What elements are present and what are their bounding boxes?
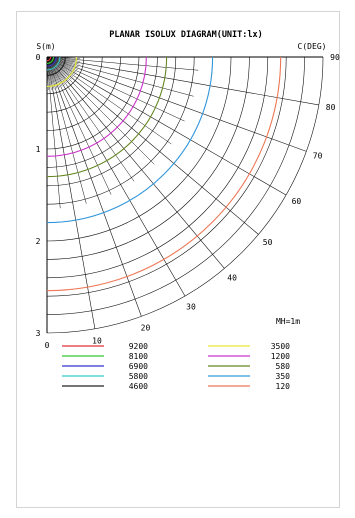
grid-arc xyxy=(46,56,305,315)
angle-axis-label: C(DEG) xyxy=(298,42,327,51)
grid-spoke-fine xyxy=(46,56,199,71)
grid-arc xyxy=(46,56,250,260)
isolux-curve-6900 xyxy=(46,56,57,67)
grid-spoke xyxy=(46,56,307,152)
grid-spoke xyxy=(46,56,287,196)
isolux-curve-1200 xyxy=(46,56,147,157)
grid-arc xyxy=(46,56,324,334)
grid-spoke xyxy=(46,56,319,106)
angle-tick-label: 70 xyxy=(313,152,323,161)
grid-spoke-fine xyxy=(46,56,135,182)
grid-spoke-finest xyxy=(46,56,63,87)
grid-spoke xyxy=(46,56,96,329)
grid-spoke-finest xyxy=(46,56,72,80)
distance-axis-label: S(m) xyxy=(36,42,55,51)
legend-label-6900: 6900 xyxy=(129,362,148,371)
grid-spoke xyxy=(46,56,142,317)
grid-spoke-fine xyxy=(46,56,194,97)
polar-grid xyxy=(46,56,324,334)
grid-spoke-finest xyxy=(46,56,76,75)
grid-spoke-finest xyxy=(46,56,77,73)
grid-spoke-finest xyxy=(46,56,55,90)
distance-tick-label: 0 xyxy=(36,53,41,62)
distance-tick-label: 3 xyxy=(36,329,41,338)
grid-spoke-finest xyxy=(46,56,80,65)
grid-spoke-finest xyxy=(46,56,74,78)
grid-spoke-finest xyxy=(46,56,58,89)
isolux-curve-3500 xyxy=(46,56,77,87)
isolux-curve-9200 xyxy=(46,56,52,62)
angle-tick-label: 20 xyxy=(141,324,151,333)
chart-title: PLANAR ISOLUX DIAGRAM(UNIT:lx) xyxy=(109,30,263,40)
legend-label-580: 580 xyxy=(276,362,291,371)
angle-tick-label: 10 xyxy=(92,337,102,346)
legend-label-350: 350 xyxy=(276,372,291,381)
grid-spoke-fine xyxy=(46,56,155,165)
grid-spoke-finest xyxy=(46,56,78,70)
legend-label-120: 120 xyxy=(276,382,291,391)
grid-arc xyxy=(46,56,287,297)
grid-spoke-finest xyxy=(46,56,68,84)
grid-spoke-finest xyxy=(46,56,79,68)
angle-tick-label: 80 xyxy=(326,103,336,112)
distance-tick-label: 1 xyxy=(36,145,41,154)
isolux-curve-4600 xyxy=(46,56,66,76)
angle-tick-label: 50 xyxy=(263,238,273,247)
legend-label-5800: 5800 xyxy=(129,372,148,381)
legend-label-4600: 4600 xyxy=(129,382,148,391)
isolux-curve-350 xyxy=(46,56,214,224)
angle-tick-label: 40 xyxy=(227,274,237,283)
grid-spoke-finest xyxy=(46,56,52,90)
angle-tick-label: 0 xyxy=(45,341,50,350)
grid-spoke xyxy=(46,56,259,235)
diagram-frame xyxy=(16,11,340,508)
isolux-curve-8100 xyxy=(46,56,54,64)
grid-spoke-finest xyxy=(46,56,65,86)
grid-spoke-finest xyxy=(46,56,80,62)
mounting-height-label: MH=1m xyxy=(276,317,300,326)
grid-spoke-fine xyxy=(46,56,185,122)
isolux-curves xyxy=(46,56,282,292)
grid-arc xyxy=(46,56,269,279)
isolux-curve-5800 xyxy=(46,56,61,71)
grid-arc xyxy=(46,56,232,242)
grid-spoke-finest xyxy=(46,56,60,88)
grid-spoke-fine xyxy=(46,56,112,195)
grid-spoke xyxy=(46,56,225,269)
grid-spoke xyxy=(46,56,186,297)
grid-spoke-fine xyxy=(46,56,61,209)
angle-tick-label: 90 xyxy=(330,53,340,62)
grid-spoke-fine xyxy=(46,56,172,145)
grid-spoke-fine xyxy=(46,56,87,204)
angle-tick-label: 60 xyxy=(292,197,302,206)
legend-label-9200: 9200 xyxy=(129,342,148,351)
legend-label-8100: 8100 xyxy=(129,352,148,361)
legend-label-3500: 3500 xyxy=(271,342,290,351)
isolux-curve-120 xyxy=(46,56,282,292)
grid-spoke-finest xyxy=(46,56,70,82)
legend-label-1200: 1200 xyxy=(271,352,290,361)
angle-tick-label: 30 xyxy=(186,302,196,311)
distance-tick-label: 2 xyxy=(36,237,41,246)
isolux-curve-580 xyxy=(46,56,168,178)
